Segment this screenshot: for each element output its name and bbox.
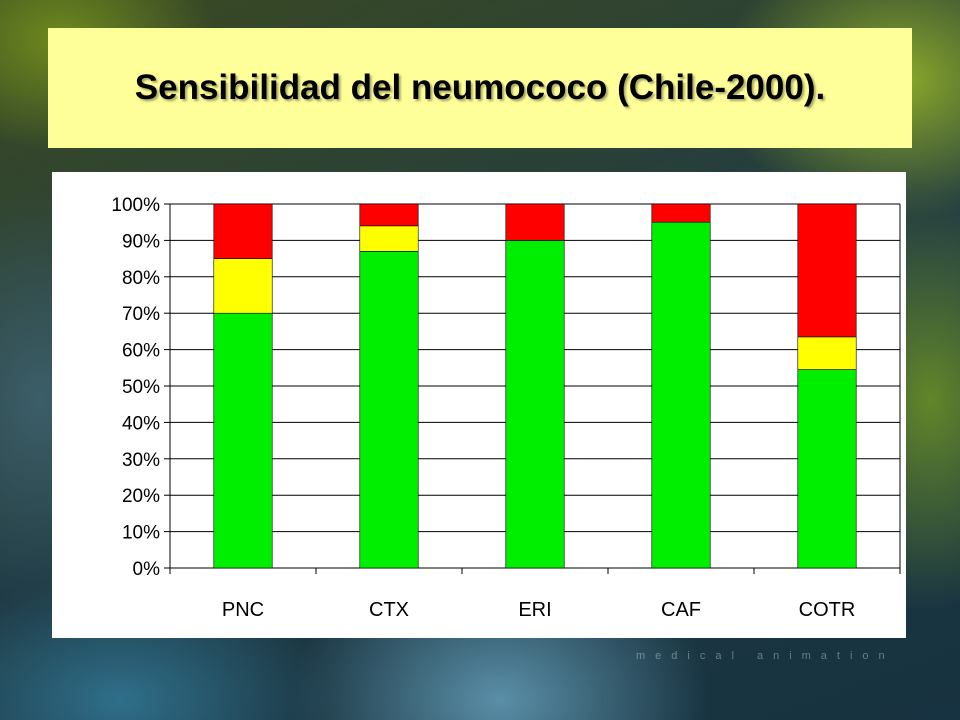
chart-panel: 0% 10% 20% 30% 40% 50% 60% 70% 80% 90% 100% PNC CTX E… bbox=[52, 172, 906, 638]
y-tick-label: 0% bbox=[133, 559, 161, 580]
y-tick-label: 90% bbox=[122, 231, 160, 252]
bar-segment bbox=[797, 336, 857, 370]
y-tick-label: 50% bbox=[122, 377, 160, 398]
title-banner: Sensibilidad del neumococo (Chile-2000). bbox=[48, 28, 912, 148]
watermark: medical animation bbox=[636, 650, 895, 662]
bar-segment bbox=[213, 258, 273, 314]
bar-segment bbox=[651, 203, 711, 223]
x-tick-label: CAF bbox=[661, 599, 701, 621]
bar-segment bbox=[797, 369, 857, 569]
slide-title: Sensibilidad del neumococo (Chile-2000). bbox=[134, 68, 826, 107]
y-tick-label: 60% bbox=[122, 341, 160, 362]
y-tick-label: 10% bbox=[122, 523, 160, 544]
bar-segment bbox=[359, 251, 419, 569]
bar-segment bbox=[505, 203, 565, 241]
x-tick-label: PNC bbox=[222, 599, 264, 621]
bar-segment bbox=[651, 221, 711, 569]
stacked-bar-chart: 0% 10% 20% 30% 40% 50% 60% 70% 80% 90% 100% PNC CTX E… bbox=[111, 195, 901, 621]
x-tick-label: COTR bbox=[799, 599, 856, 621]
bar-segment bbox=[359, 225, 419, 252]
bar-segment bbox=[797, 203, 857, 338]
bar-segment bbox=[359, 203, 419, 227]
x-tick-label: ERI bbox=[518, 599, 551, 621]
y-tick-label: 70% bbox=[122, 304, 160, 325]
y-tick-label: 40% bbox=[122, 413, 160, 434]
x-tick-label: CTX bbox=[369, 599, 409, 621]
y-tick-label: 30% bbox=[122, 450, 160, 471]
bar-segment bbox=[213, 203, 273, 259]
y-tick-label: 100% bbox=[111, 195, 160, 216]
y-tick-label: 20% bbox=[122, 486, 160, 507]
bar-segment bbox=[505, 240, 565, 569]
bar-segment bbox=[213, 312, 273, 569]
y-tick-label: 80% bbox=[122, 268, 160, 289]
